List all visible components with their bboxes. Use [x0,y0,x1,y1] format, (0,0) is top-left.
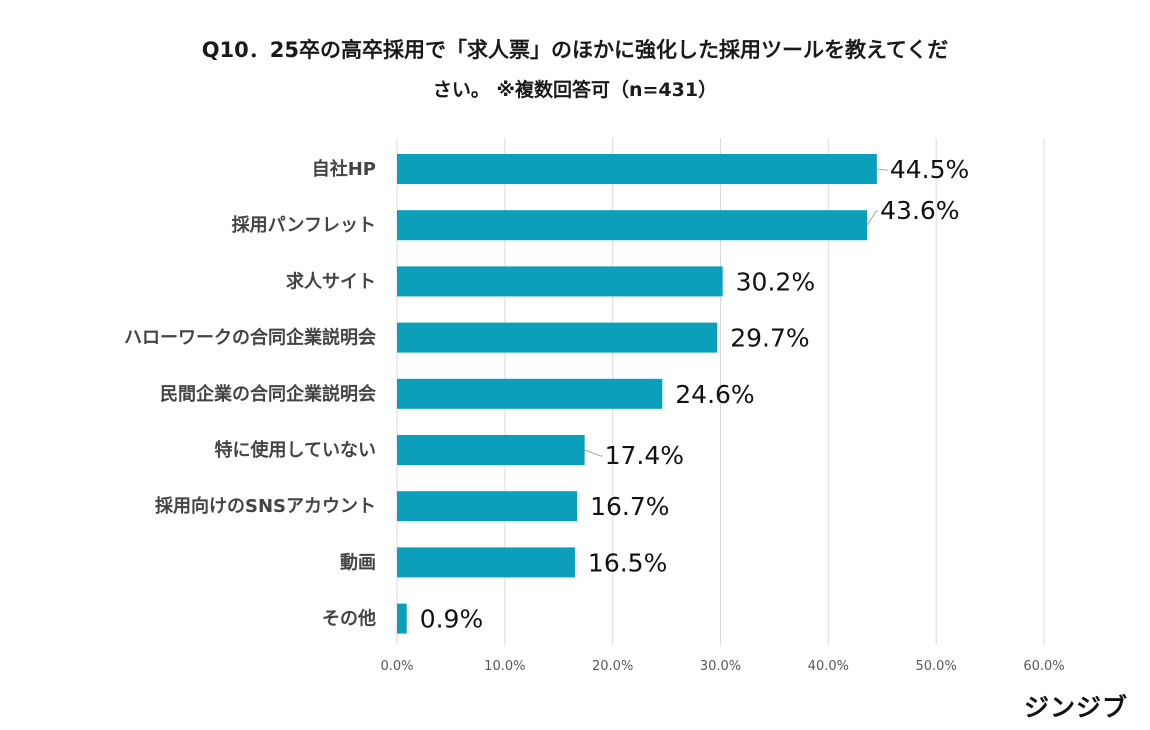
category-label: 採用向けのSNSアカウント [155,495,376,517]
brand-logo: ジンジブ [1023,693,1128,722]
bar [397,266,723,297]
category-label: ハローワークの合同企業説明会 [124,327,376,349]
chart-title-line1: Q10．25卒の高卒採用で「求人票」のほかに強化した採用ツールを教えてくだ [201,38,949,62]
x-tick-label: 0.0% [380,659,413,674]
x-tick-label: 10.0% [484,659,525,674]
category-label: 求人サイト [286,270,376,292]
value-label: 0.9% [420,605,484,634]
value-label: 43.6% [880,196,959,225]
leader-line [866,210,879,226]
x-tick-label: 30.0% [700,659,741,674]
category-label: 民間企業の合同企業説明会 [160,383,376,405]
value-label: 16.5% [588,548,667,577]
value-label: 30.2% [736,267,815,296]
bar [397,154,877,184]
leader-line [876,168,888,171]
category-label: 特に使用していない [215,439,376,461]
value-label: 16.7% [590,492,669,521]
x-tick-label: 20.0% [592,659,633,674]
value-label: 24.6% [675,380,754,409]
category-label: 採用パンフレット [232,214,376,236]
bar [397,491,578,522]
chart-title-line2: さい。 ※複数回答可（n=431） [432,79,718,101]
bar [397,603,407,634]
value-label: 17.4% [605,441,684,470]
bar [397,547,575,578]
value-label: 29.7% [730,324,809,353]
category-label: 動画 [340,551,376,573]
bar [397,210,868,241]
category-label: 自社HP [312,158,376,180]
bar [397,378,663,409]
bar [397,435,585,465]
leader-line [584,449,603,457]
bar [397,322,718,353]
x-tick-label: 40.0% [808,659,849,674]
x-tick-label: 60.0% [1023,659,1064,674]
x-tick-label: 50.0% [916,659,957,674]
category-label: その他 [322,608,376,630]
value-label: 44.5% [890,155,969,184]
